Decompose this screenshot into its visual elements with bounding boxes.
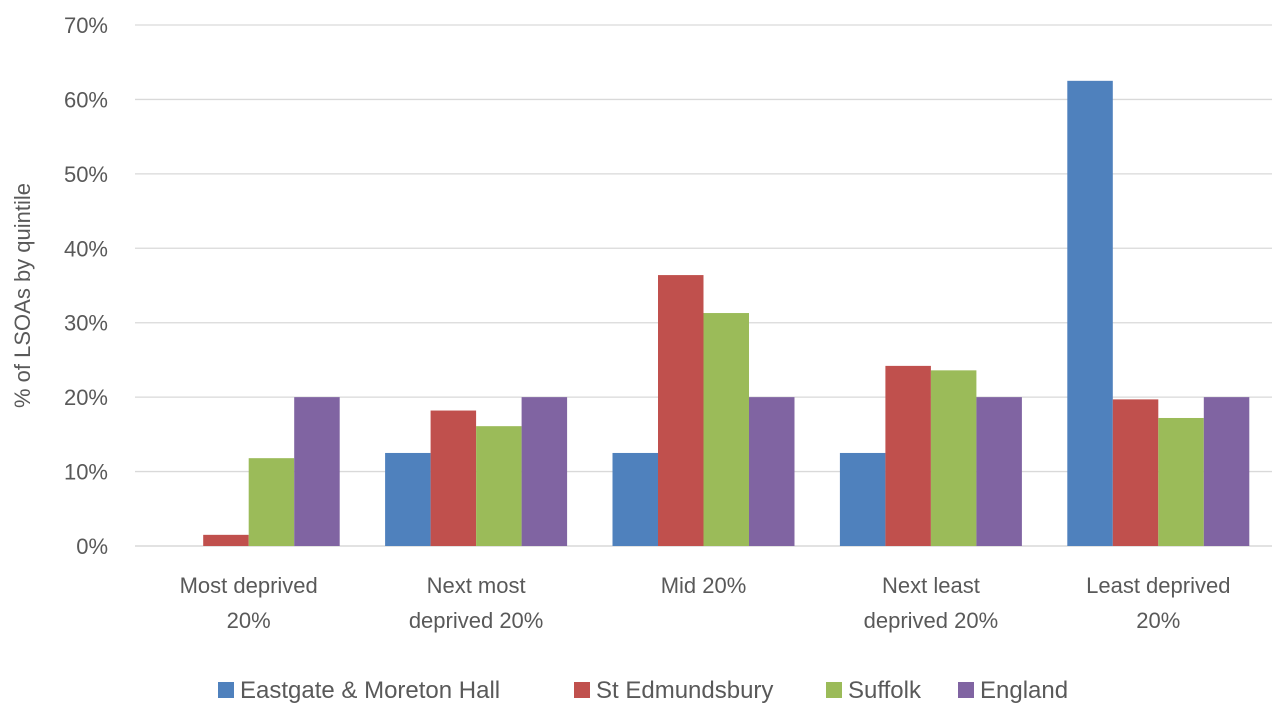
x-category-label: Next least deprived 20% bbox=[864, 573, 999, 633]
x-category-label-line: Next most bbox=[427, 573, 526, 598]
bar bbox=[885, 365, 931, 546]
legend: Eastgate & Moreton Hall St Edmundsbury Suf… bbox=[218, 677, 1068, 704]
x-category-label-line: Most deprived bbox=[180, 573, 318, 598]
bar bbox=[839, 452, 886, 546]
bar bbox=[976, 397, 1022, 546]
legend-label: England bbox=[980, 677, 1068, 704]
bar bbox=[294, 397, 340, 546]
legend-swatch bbox=[826, 682, 842, 698]
bars bbox=[203, 80, 1250, 547]
bar bbox=[1067, 80, 1113, 547]
bar bbox=[1112, 399, 1159, 546]
y-tick-label: 40% bbox=[64, 236, 108, 261]
y-tick-label: 50% bbox=[64, 162, 108, 187]
legend-item: Eastgate & Moreton Hall bbox=[218, 677, 500, 704]
legend-item: England bbox=[958, 677, 1068, 704]
x-category-label: Least deprived 20% bbox=[1086, 573, 1230, 633]
x-category-label: Mid 20% bbox=[661, 573, 747, 598]
legend-label: Eastgate & Moreton Hall bbox=[240, 677, 500, 704]
y-axis-ticks: 0% 10% 20% 30% 40% 50% 60% 70% bbox=[64, 13, 108, 559]
x-axis-categories: Most deprived 20% Next most deprived 20% Mid… bbox=[180, 573, 1231, 633]
y-tick-label: 30% bbox=[64, 311, 108, 336]
series-england bbox=[294, 397, 1250, 546]
legend-swatch bbox=[574, 682, 590, 698]
bar bbox=[1158, 417, 1204, 546]
bar bbox=[749, 397, 795, 546]
bar bbox=[476, 426, 522, 546]
y-tick-label: 20% bbox=[64, 385, 108, 410]
y-tick-label: 0% bbox=[76, 534, 108, 559]
legend-item: St Edmundsbury bbox=[574, 677, 773, 704]
x-category-label: Most deprived 20% bbox=[180, 573, 318, 633]
legend-label: St Edmundsbury bbox=[596, 677, 773, 704]
x-category-label-line: Least deprived bbox=[1086, 573, 1230, 598]
series-suffolk bbox=[248, 313, 1204, 546]
x-category-label-line: Next least bbox=[882, 573, 980, 598]
bar bbox=[612, 452, 658, 546]
x-category-label-line: 20% bbox=[1136, 608, 1180, 633]
bar bbox=[658, 275, 704, 546]
bar bbox=[385, 452, 431, 546]
bar bbox=[1203, 397, 1250, 546]
x-category-label: Next most deprived 20% bbox=[409, 573, 544, 633]
bar bbox=[203, 534, 249, 546]
y-tick-label: 60% bbox=[64, 87, 108, 112]
legend-item: Suffolk bbox=[826, 677, 922, 704]
legend-label: Suffolk bbox=[848, 677, 922, 704]
x-category-label-line: 20% bbox=[227, 608, 271, 633]
bar bbox=[248, 458, 295, 546]
bar bbox=[430, 410, 477, 546]
legend-swatch bbox=[218, 682, 234, 698]
series-eastgate-moreton-hall bbox=[385, 80, 1113, 547]
bar bbox=[930, 370, 977, 546]
bar bbox=[521, 397, 568, 546]
legend-swatch bbox=[958, 682, 974, 698]
x-category-label-line: Mid 20% bbox=[661, 573, 747, 598]
x-category-label-line: deprived 20% bbox=[864, 608, 999, 633]
y-tick-label: 10% bbox=[64, 460, 108, 485]
y-axis-title: % of LSOAs by quintile bbox=[10, 183, 35, 408]
bar bbox=[703, 313, 749, 546]
y-tick-label: 70% bbox=[64, 13, 108, 38]
series-st-edmundsbury bbox=[203, 275, 1159, 546]
x-category-label-line: deprived 20% bbox=[409, 608, 544, 633]
